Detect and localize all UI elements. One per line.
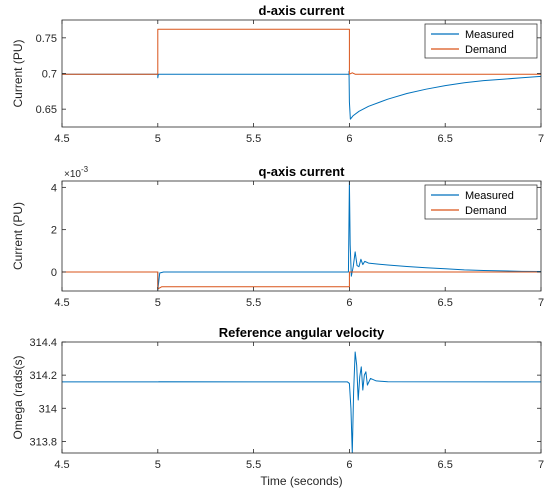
y-tick-label: 313.8 — [29, 436, 57, 448]
x-tick-label: 7 — [538, 133, 544, 145]
x-tick-label: 4.5 — [54, 133, 69, 145]
x-tick-label: 6.5 — [438, 459, 453, 471]
x-tick-label: 6 — [346, 133, 352, 145]
x-tick-label: 5.5 — [246, 297, 261, 309]
axes-box — [61, 180, 542, 292]
x-tick-label: 5 — [155, 297, 161, 309]
legend: Measured Demand — [424, 23, 538, 59]
series-line-measured — [62, 70, 541, 120]
y-tick-label: 2 — [51, 225, 57, 237]
y-axis-label: Omega (rads(s) — [11, 355, 25, 439]
x-tick-label: 6.5 — [438, 133, 453, 145]
chart-title: Reference angular velocity — [219, 325, 385, 340]
y-tick-label: 314.4 — [29, 337, 57, 349]
series-line-demand — [62, 271, 541, 290]
series-line-measured — [62, 181, 541, 291]
x-tick-label: 6.5 — [438, 297, 453, 309]
plot-area — [62, 342, 541, 453]
x-tick-label: 6 — [346, 459, 352, 471]
legend-label: Demand — [465, 44, 507, 56]
y-tick-label: 0 — [51, 267, 57, 279]
x-tick-label: 7 — [538, 297, 544, 309]
x-tick-label: 4.5 — [54, 459, 69, 471]
legend-label: Measured — [465, 190, 514, 202]
legend: Measured Demand — [424, 184, 538, 220]
chart-title: d-axis current — [259, 3, 346, 18]
y-tick-label: 0.7 — [42, 69, 57, 81]
x-tick-label: 5 — [155, 459, 161, 471]
x-tick-label: 5.5 — [246, 133, 261, 145]
y-tick-label: 4 — [51, 182, 57, 194]
y-axis-label: Current (PU) — [11, 39, 25, 107]
series-line-demand — [62, 28, 541, 75]
series-line-measured — [62, 351, 541, 453]
x-tick-label: 6 — [346, 297, 352, 309]
axes-box — [61, 341, 542, 454]
x-tick-label: 7 — [538, 459, 544, 471]
legend-label: Demand — [465, 205, 507, 217]
x-tick-label: 5 — [155, 133, 161, 145]
x-tick-label: 5.5 — [246, 459, 261, 471]
chart-title: q-axis current — [259, 164, 346, 179]
chart-2: 4.5 5 5.5 6 6.5 7 0 2 4 q-axis current Current (PU… — [11, 164, 544, 309]
y-tick-label: 0.65 — [36, 104, 57, 116]
legend-box — [424, 184, 538, 220]
x-tick-label: 4.5 — [54, 297, 69, 309]
y-tick-label: 314 — [39, 403, 57, 415]
x-axis-label: Time (seconds) — [260, 474, 342, 488]
legend-box — [424, 23, 538, 59]
legend-label: Measured — [465, 29, 514, 41]
y-tick-label: 314.2 — [29, 370, 57, 382]
y-axis-label: Current (PU) — [11, 202, 25, 270]
y-exponent-label: ×10-3 — [64, 165, 89, 180]
y-tick-label: 0.75 — [36, 33, 57, 45]
chart-3: 4.5 5 5.5 6 6.5 7 313.8 314 314.2 314.4 Reference … — [11, 325, 544, 488]
chart-1: 4.5 5 5.5 6 6.5 7 0.65 0.7 0.75 d-axis current Cur… — [11, 3, 544, 145]
